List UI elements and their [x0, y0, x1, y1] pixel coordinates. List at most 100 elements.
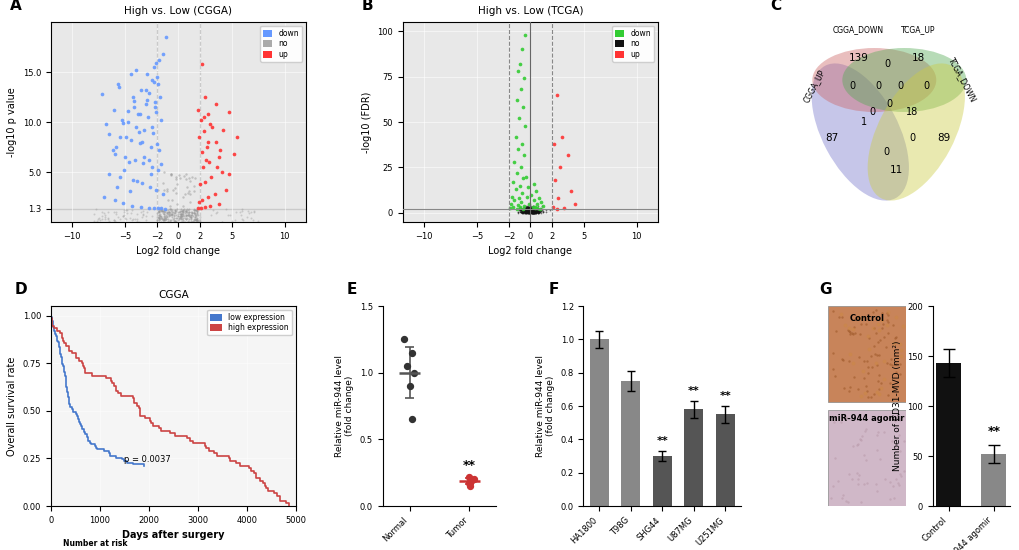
Point [528, 207, 544, 216]
Point [180, 211, 197, 220]
Point [524, 206, 540, 214]
Point [521, 204, 537, 213]
Point [518, 207, 534, 216]
Point [890, 478, 906, 487]
Point [884, 338, 901, 347]
Point [858, 387, 874, 395]
Point [534, 202, 550, 211]
Point [211, 152, 227, 161]
Point [519, 206, 535, 215]
Point [521, 207, 537, 216]
Point [524, 207, 540, 216]
Ellipse shape [811, 48, 935, 112]
Point [839, 326, 855, 334]
Point [245, 216, 261, 224]
Point [135, 207, 151, 216]
Point [175, 212, 192, 221]
Point [520, 208, 536, 217]
Point [164, 210, 180, 218]
Point [171, 211, 187, 220]
Point [172, 210, 189, 219]
Point [187, 211, 204, 219]
Point [514, 206, 530, 215]
Point [888, 312, 904, 321]
Point [176, 217, 193, 226]
Point [112, 133, 128, 141]
Point [526, 207, 542, 216]
Point [186, 208, 203, 217]
Point [106, 215, 122, 224]
Point [510, 67, 526, 75]
Point [527, 206, 543, 214]
Point [519, 207, 535, 216]
Point [186, 209, 203, 218]
Point [891, 430, 907, 439]
Point [162, 208, 178, 217]
Point [524, 206, 540, 215]
Point [175, 207, 192, 216]
Point [165, 217, 181, 226]
Point [172, 206, 189, 215]
Point [152, 210, 168, 219]
Point [516, 207, 532, 216]
Point [520, 206, 536, 215]
Point [521, 207, 537, 216]
Point [522, 208, 538, 217]
Point [868, 388, 884, 397]
Point [246, 208, 262, 217]
Point [204, 206, 220, 214]
Point [190, 211, 206, 219]
Point [519, 207, 535, 216]
Point [516, 207, 532, 216]
Point [167, 218, 183, 227]
Point [529, 208, 545, 217]
Point [183, 207, 200, 216]
Point [144, 163, 160, 172]
Point [513, 208, 529, 217]
Point [125, 103, 142, 112]
Point [194, 59, 210, 68]
Point [521, 203, 537, 212]
Point [151, 205, 167, 213]
Point [874, 320, 891, 328]
Point [526, 207, 542, 216]
Point [178, 207, 195, 216]
Point [150, 80, 166, 89]
Point [181, 212, 198, 221]
Point [524, 204, 540, 213]
Point [514, 204, 530, 213]
Point [521, 208, 537, 217]
Point [523, 208, 539, 217]
Point [530, 206, 546, 215]
Point [866, 349, 882, 358]
Point [516, 208, 532, 217]
Point [100, 214, 116, 223]
Point [520, 207, 536, 216]
Point [187, 206, 204, 214]
Point [521, 205, 537, 214]
Text: G: G [818, 282, 830, 297]
Point [532, 197, 548, 206]
Point [884, 494, 901, 503]
Point [180, 214, 197, 223]
Point [529, 208, 545, 217]
Point [404, 415, 420, 424]
Point [833, 355, 849, 364]
Point [829, 312, 846, 321]
Point [520, 205, 536, 214]
Point [174, 210, 191, 219]
Point [519, 202, 535, 211]
Point [869, 384, 886, 393]
Point [529, 207, 545, 216]
Point [159, 214, 175, 223]
Point [164, 205, 180, 214]
Text: 18: 18 [905, 107, 917, 117]
Point [190, 217, 206, 226]
Point [844, 359, 860, 367]
Point [516, 208, 532, 217]
Point [887, 367, 903, 376]
Point [520, 208, 536, 217]
Point [548, 90, 565, 99]
Point [164, 210, 180, 218]
Text: 0: 0 [868, 107, 874, 117]
